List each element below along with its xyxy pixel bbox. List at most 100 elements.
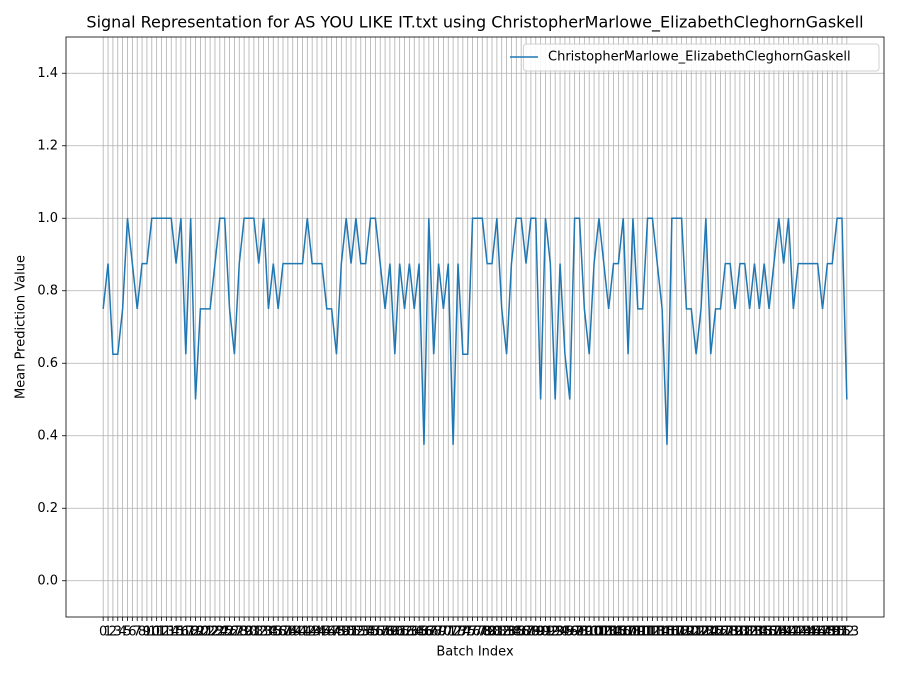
x-tick-label: 80	[484, 625, 501, 640]
x-tick-label: 122	[684, 625, 709, 640]
x-tick-label: 73	[450, 625, 467, 640]
x-axis-label: Batch Index	[436, 645, 514, 660]
x-tick-label: 78	[474, 625, 491, 640]
y-tick-label: 0.2	[37, 501, 58, 516]
x-tick-label: 74	[455, 625, 472, 640]
x-tick-label: 3	[114, 625, 122, 640]
x-tick-label: 14	[163, 625, 180, 640]
x-tick-label: 96	[562, 625, 579, 640]
x-tick-label: 134	[742, 625, 767, 640]
x-tick-label: 136	[752, 625, 777, 640]
x-tick-label: 100	[577, 625, 602, 640]
x-tick-label: 44	[309, 625, 326, 640]
x-tick-label: 105	[601, 625, 626, 640]
x-tick-label: 92	[542, 625, 559, 640]
x-tick-label: 7	[133, 625, 141, 640]
x-tick-label: 50	[338, 625, 355, 640]
x-tick-label: 101	[582, 625, 607, 640]
x-tick-label: 95	[557, 625, 574, 640]
x-tick-label: 6	[128, 625, 136, 640]
x-tick-label: 71	[440, 625, 457, 640]
x-tick-label: 25	[216, 625, 233, 640]
x-tick-label: 52	[348, 625, 365, 640]
y-tick-label: 0.4	[37, 428, 58, 443]
x-tick-label: 140	[771, 625, 796, 640]
x-tick-label: 5	[123, 625, 131, 640]
x-tick-label: 32	[250, 625, 267, 640]
x-tick-label: 13	[158, 625, 175, 640]
x-tick-label: 86	[513, 625, 530, 640]
x-tick-label: 4	[118, 625, 126, 640]
x-tick-label: 56	[367, 625, 384, 640]
x-tick-label: 76	[464, 625, 481, 640]
x-tick-label: 68	[425, 625, 442, 640]
x-tick-label: 145	[796, 625, 821, 640]
x-tick-label: 118	[664, 625, 689, 640]
x-tick-label: 116	[655, 625, 680, 640]
x-tick-label: 138	[761, 625, 786, 640]
x-tick-label: 93	[547, 625, 564, 640]
x-tick-label: 20	[192, 625, 209, 640]
x-tick-label: 121	[679, 625, 704, 640]
x-tick-label: 2	[109, 625, 117, 640]
x-tick-label: 34	[260, 625, 277, 640]
x-tick-label: 88	[523, 625, 540, 640]
x-tick-label: 91	[537, 625, 554, 640]
x-tick-label: 72	[445, 625, 462, 640]
x-tick-label: 31	[246, 625, 263, 640]
x-tick-label: 84	[503, 625, 520, 640]
data-line	[102, 217, 848, 445]
x-tick-label: 66	[416, 625, 433, 640]
x-tick-label: 33	[255, 625, 272, 640]
x-tick-label: 123	[689, 625, 714, 640]
x-tick-label: 39	[284, 625, 301, 640]
x-tick-label: 131	[727, 625, 752, 640]
x-tick-label: 37	[275, 625, 292, 640]
x-tick-label: 18	[182, 625, 199, 640]
x-tick-label: 89	[527, 625, 544, 640]
x-tick-label: 106	[606, 625, 631, 640]
x-tick-label: 46	[318, 625, 335, 640]
x-tick-label: 75	[459, 625, 476, 640]
x-tick-label: 97	[566, 625, 583, 640]
x-tick-label: 113	[640, 625, 665, 640]
y-tick-label: 1.4	[37, 66, 58, 81]
y-axis-label: Mean Prediction Value	[14, 255, 29, 399]
x-tick-label: 83	[498, 625, 515, 640]
x-tick-label: 55	[362, 625, 379, 640]
y-tick-label: 0.6	[37, 356, 58, 371]
x-tick-label: 94	[552, 625, 569, 640]
x-tick-label: 150	[820, 625, 845, 640]
x-tick-label: 65	[411, 625, 428, 640]
legend-label: ChristopherMarlowe_ElizabethCleghornGask…	[548, 50, 851, 65]
x-tick-label: 143	[786, 625, 811, 640]
x-tick-label: 26	[221, 625, 238, 640]
x-tick-label: 126	[703, 625, 728, 640]
x-tick-label: 103	[591, 625, 616, 640]
x-tick-label: 35	[265, 625, 282, 640]
x-tick-label: 62	[396, 625, 413, 640]
x-tick-label: 90	[532, 625, 549, 640]
x-tick-label: 15	[168, 625, 185, 640]
x-tick-label: 49	[333, 625, 350, 640]
x-tick-label: 112	[635, 625, 660, 640]
x-tick-label: 151	[825, 625, 850, 640]
x-tick-label: 77	[469, 625, 486, 640]
x-tick-label: 29	[236, 625, 253, 640]
x-tick-label: 53	[353, 625, 370, 640]
x-tick-label: 51	[343, 625, 360, 640]
x-tick-label: 128	[713, 625, 738, 640]
x-tick-label: 16	[173, 625, 190, 640]
y-tick-label: 0.8	[37, 283, 58, 298]
x-tick-label: 60	[387, 625, 404, 640]
x-tick-label: 111	[630, 625, 655, 640]
x-tick-label: 141	[776, 625, 801, 640]
x-tick-label: 42	[299, 625, 316, 640]
x-tick-label: 117	[659, 625, 684, 640]
x-tick-label: 45	[314, 625, 331, 640]
x-tick-label: 64	[406, 625, 423, 640]
x-tick-label: 21	[197, 625, 214, 640]
x-tick-label: 38	[280, 625, 297, 640]
x-tick-label: 153	[834, 625, 859, 640]
